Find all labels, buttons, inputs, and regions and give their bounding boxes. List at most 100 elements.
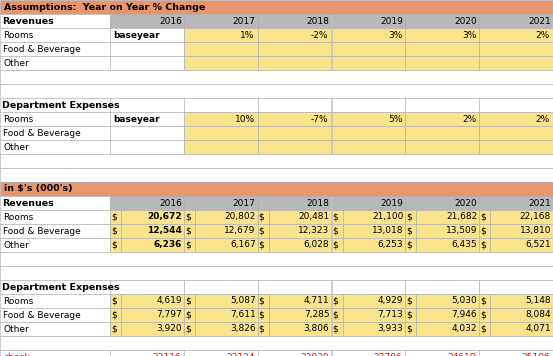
Text: 7,611: 7,611: [230, 310, 255, 319]
Bar: [0, 238, 110, 252]
Text: 6,167: 6,167: [230, 241, 255, 250]
Bar: [479, 224, 490, 238]
Text: 2%: 2%: [536, 115, 550, 124]
Bar: [405, 28, 479, 42]
Bar: [0, 42, 110, 56]
Text: 2019: 2019: [380, 199, 403, 208]
Bar: [110, 126, 184, 140]
Bar: [258, 210, 269, 224]
Text: 2016: 2016: [159, 199, 182, 208]
Bar: [405, 14, 479, 28]
Bar: [121, 322, 184, 336]
Text: 7,797: 7,797: [156, 310, 182, 319]
Bar: [331, 196, 405, 210]
Bar: [405, 238, 416, 252]
Bar: [479, 322, 490, 336]
Text: $: $: [185, 297, 191, 305]
Bar: [479, 126, 553, 140]
Text: $: $: [185, 241, 191, 250]
Bar: [121, 308, 184, 322]
Bar: [184, 14, 258, 28]
Bar: [331, 322, 342, 336]
Bar: [258, 238, 269, 252]
Bar: [121, 210, 184, 224]
Bar: [121, 224, 184, 238]
Bar: [490, 224, 553, 238]
Text: 4,619: 4,619: [156, 297, 182, 305]
Bar: [405, 280, 479, 294]
Text: Other: Other: [3, 325, 29, 334]
Text: 24618: 24618: [448, 352, 476, 356]
Bar: [0, 266, 553, 280]
Text: 6,028: 6,028: [304, 241, 330, 250]
Bar: [184, 224, 195, 238]
Text: 6,253: 6,253: [378, 241, 403, 250]
Text: 23124: 23124: [226, 352, 255, 356]
Text: 3,806: 3,806: [304, 325, 330, 334]
Text: $: $: [332, 241, 338, 250]
Bar: [0, 168, 553, 182]
Bar: [331, 308, 342, 322]
Bar: [110, 280, 184, 294]
Bar: [342, 224, 405, 238]
Bar: [258, 112, 331, 126]
Text: 2017: 2017: [233, 16, 255, 26]
Bar: [331, 350, 405, 356]
Text: Rooms: Rooms: [3, 297, 33, 305]
Bar: [110, 28, 184, 42]
Bar: [110, 42, 184, 56]
Bar: [110, 98, 184, 112]
Bar: [195, 308, 258, 322]
Bar: [110, 112, 184, 126]
Text: $: $: [406, 297, 412, 305]
Bar: [405, 308, 416, 322]
Bar: [184, 350, 258, 356]
Bar: [416, 308, 479, 322]
Text: 12,323: 12,323: [298, 226, 330, 236]
Bar: [258, 294, 269, 308]
Bar: [184, 56, 258, 70]
Bar: [479, 98, 553, 112]
Bar: [0, 322, 110, 336]
Text: $: $: [480, 310, 486, 319]
Bar: [195, 210, 258, 224]
Text: -2%: -2%: [311, 31, 328, 40]
Text: 6,435: 6,435: [452, 241, 477, 250]
Bar: [110, 308, 121, 322]
Bar: [331, 280, 405, 294]
Bar: [0, 210, 110, 224]
Bar: [195, 322, 258, 336]
Text: Department Expenses: Department Expenses: [2, 100, 119, 110]
Text: 22,168: 22,168: [520, 213, 551, 221]
Bar: [405, 210, 416, 224]
Bar: [490, 308, 553, 322]
Bar: [184, 98, 258, 112]
Text: $: $: [259, 297, 264, 305]
Bar: [269, 224, 331, 238]
Text: baseyear: baseyear: [113, 31, 160, 40]
Text: 4,032: 4,032: [452, 325, 477, 334]
Text: $: $: [406, 241, 412, 250]
Bar: [479, 112, 553, 126]
Text: 2%: 2%: [462, 115, 476, 124]
Bar: [490, 238, 553, 252]
Text: Other: Other: [3, 142, 29, 152]
Bar: [184, 322, 195, 336]
Bar: [269, 308, 331, 322]
Text: Food & Beverage: Food & Beverage: [3, 129, 81, 137]
Text: Rooms: Rooms: [3, 31, 33, 40]
Bar: [110, 350, 184, 356]
Text: 7,713: 7,713: [378, 310, 403, 319]
Bar: [269, 210, 331, 224]
Bar: [416, 210, 479, 224]
Bar: [0, 182, 553, 196]
Bar: [110, 196, 184, 210]
Bar: [258, 308, 269, 322]
Text: 7,946: 7,946: [452, 310, 477, 319]
Text: $: $: [111, 241, 117, 250]
Bar: [0, 126, 110, 140]
Text: 2018: 2018: [306, 16, 330, 26]
Bar: [110, 224, 121, 238]
Bar: [184, 308, 195, 322]
Text: 4,929: 4,929: [378, 297, 403, 305]
